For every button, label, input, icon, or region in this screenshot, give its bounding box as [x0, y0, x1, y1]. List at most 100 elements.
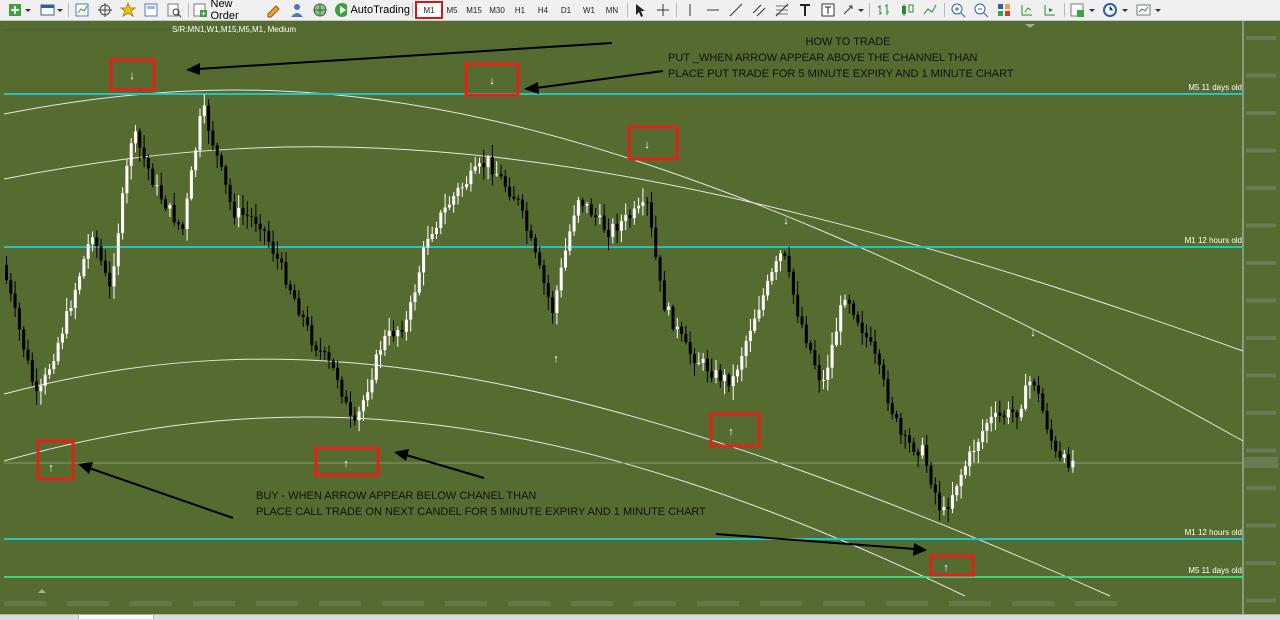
candle-body — [490, 157, 494, 175]
arrows-tool[interactable] — [841, 1, 867, 19]
candle-body — [228, 184, 232, 202]
candle-body — [671, 306, 675, 329]
market-watch-button[interactable] — [72, 1, 92, 19]
candle-body — [370, 379, 374, 393]
candle-body — [559, 267, 563, 291]
active-chart-tab[interactable] — [78, 615, 154, 619]
price-scale-tick — [1246, 411, 1276, 415]
candle-body — [314, 345, 318, 351]
price-scale-tick — [1246, 223, 1276, 228]
crosshair-tool[interactable] — [653, 1, 673, 19]
candle-body — [297, 298, 301, 315]
autotrading-button[interactable]: AutoTrading — [334, 1, 410, 19]
experts-button[interactable] — [287, 1, 307, 19]
candle-body — [134, 131, 137, 144]
candle-body — [796, 294, 800, 317]
options-button[interactable] — [310, 1, 330, 19]
metaeditor-button[interactable] — [264, 1, 284, 19]
candle-body — [1045, 410, 1049, 430]
line-chart-button[interactable] — [920, 1, 940, 19]
candle-body — [830, 344, 834, 368]
down-arrow-icon: ↓ — [129, 70, 135, 82]
candle-body — [650, 202, 653, 228]
candle-body — [542, 265, 546, 284]
candle-body — [404, 319, 408, 332]
timeframe-m30[interactable]: M30 — [486, 1, 508, 19]
zoom-out-button[interactable] — [971, 1, 991, 19]
timeframe-h4[interactable]: H4 — [532, 1, 554, 19]
price-chart[interactable]: ▬▬▬▬▬▬▬▬▬▬▬▬▬▬▬▬▬▬▬▬▬ S/R:MN1,W1,M15,M5,… — [0, 21, 1280, 614]
timeframe-d1[interactable]: D1 — [555, 1, 577, 19]
profiles-button[interactable] — [38, 1, 66, 19]
timeframe-w1[interactable]: W1 — [578, 1, 600, 19]
zoom-in-button[interactable] — [948, 1, 968, 19]
navigator-button[interactable] — [95, 1, 115, 19]
candle-body — [159, 184, 163, 200]
vertical-line-tool[interactable] — [680, 1, 700, 19]
periods-button[interactable] — [1101, 1, 1131, 19]
candle-body — [843, 299, 847, 306]
text-tool[interactable] — [795, 1, 815, 19]
candle-body — [662, 280, 666, 310]
indicators-button[interactable] — [1068, 1, 1098, 19]
candle-body — [607, 229, 610, 237]
candle-body — [1054, 440, 1058, 452]
bar-chart-button[interactable] — [874, 1, 894, 19]
time-axis-tick — [445, 601, 487, 606]
timeframe-h1[interactable]: H1 — [509, 1, 531, 19]
candle-body — [417, 272, 421, 293]
favorites-button[interactable] — [118, 1, 138, 19]
candle-body — [525, 210, 529, 231]
candle-body — [817, 365, 821, 381]
candle-body — [331, 360, 335, 368]
candle-body — [680, 326, 684, 334]
cursor-tool[interactable] — [630, 1, 650, 19]
timeframe-m1[interactable]: M1 — [415, 1, 443, 19]
new-chart-button[interactable] — [4, 1, 34, 19]
put-instruction-line-3: PLACE PUT TRADE FOR 5 MINUTE EXPIRY AND … — [668, 68, 1014, 80]
candle-body — [323, 350, 327, 353]
autoscroll-button[interactable] — [1040, 1, 1060, 19]
label-tool[interactable] — [818, 1, 838, 19]
fibonacci-tool[interactable] — [772, 1, 792, 19]
candle-body — [925, 444, 929, 466]
candle-body — [344, 396, 348, 403]
new-order-button[interactable]: New Order — [192, 0, 262, 22]
time-axis-tick — [949, 601, 991, 606]
tile-windows-button[interactable] — [994, 1, 1014, 19]
horizontal-line-tool[interactable] — [703, 1, 723, 19]
candle-body — [65, 311, 69, 334]
candle-body — [189, 170, 193, 199]
chart-tabs-bar[interactable] — [0, 614, 1280, 620]
candle-body — [1037, 385, 1040, 394]
tester-button[interactable] — [164, 1, 184, 19]
channel-tool[interactable] — [749, 1, 769, 19]
timeframe-m15[interactable]: M15 — [463, 1, 485, 19]
time-axis-tick — [67, 601, 109, 606]
main-toolbar: New Order AutoTrading M1 M5 M15 M30 H1 H… — [0, 0, 1280, 22]
candle-body — [460, 187, 464, 189]
up-arrow-icon: ↑ — [943, 562, 949, 574]
zoom-in-icon — [951, 3, 966, 18]
trendline-tool[interactable] — [726, 1, 746, 19]
candle-body — [13, 293, 17, 308]
candle-body — [1028, 381, 1032, 386]
candle-body — [379, 350, 383, 355]
candle-body — [994, 412, 997, 417]
chart-shift-button[interactable] — [1017, 1, 1037, 19]
templates-button[interactable] — [1134, 1, 1164, 19]
globe-icon — [313, 3, 327, 17]
up-arrow-icon: ↑ — [343, 458, 349, 470]
terminal-button[interactable] — [141, 1, 161, 19]
candlestick-button[interactable] — [897, 1, 917, 19]
candle-body — [387, 330, 391, 336]
star-icon — [120, 2, 136, 18]
timeframe-h4-label: H4 — [537, 5, 549, 15]
candle-body — [361, 400, 365, 412]
annotation-arrow-5 — [715, 533, 916, 550]
timeframe-mn[interactable]: MN — [601, 1, 623, 19]
candle-body — [589, 204, 593, 216]
time-axis-tick — [760, 601, 802, 606]
candle-body — [624, 215, 628, 222]
timeframe-m5[interactable]: M5 — [441, 1, 463, 19]
